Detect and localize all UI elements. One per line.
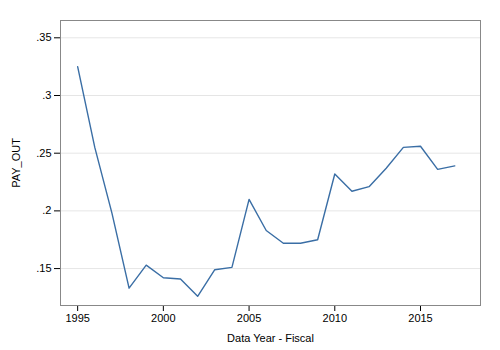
svg-text:.2: .2 bbox=[42, 204, 51, 216]
svg-text:Data Year - Fiscal: Data Year - Fiscal bbox=[227, 332, 314, 344]
svg-text:.3: .3 bbox=[42, 89, 51, 101]
svg-text:2005: 2005 bbox=[237, 312, 261, 324]
svg-text:2000: 2000 bbox=[151, 312, 175, 324]
svg-text:2010: 2010 bbox=[323, 312, 347, 324]
svg-text:.35: .35 bbox=[36, 31, 51, 43]
svg-text:PAY_OUT: PAY_OUT bbox=[10, 138, 22, 188]
svg-text:.15: .15 bbox=[36, 262, 51, 274]
svg-text:2015: 2015 bbox=[408, 312, 432, 324]
svg-text:.25: .25 bbox=[36, 147, 51, 159]
svg-text:1995: 1995 bbox=[65, 312, 89, 324]
